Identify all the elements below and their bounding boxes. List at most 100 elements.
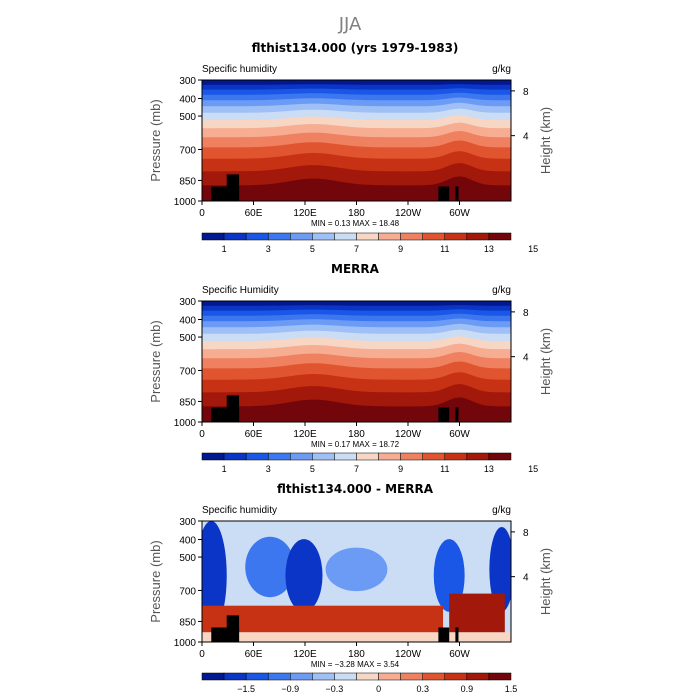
x-tick-label: 0 (199, 429, 205, 440)
min-max-stats: MIN = 0.17 MAX = 18.72 (311, 440, 400, 449)
units-label: g/kg (492, 64, 511, 75)
colorbar-label: 13 (484, 244, 494, 254)
colorbar-label: −1.5 (237, 684, 255, 694)
colorbar-swatch (488, 232, 512, 241)
heatmap-field (202, 80, 511, 201)
x-tick-label: 120E (293, 208, 317, 219)
x-tick-label: 180 (348, 208, 365, 219)
y-right-axis-label: Height (km) (538, 107, 553, 174)
x-tick-label: 0 (199, 208, 205, 219)
field-band (202, 397, 511, 422)
terrain-mask (438, 627, 450, 642)
colorbar-swatch (290, 232, 313, 241)
colorbar-swatch (422, 672, 446, 681)
colorbar-swatch (466, 232, 490, 241)
colorbar-swatch (201, 672, 225, 681)
colorbar-swatch (290, 672, 313, 681)
y-tick-label: 1000 (174, 418, 197, 429)
terrain-mask (226, 615, 240, 642)
colorbar-swatch (245, 452, 269, 461)
x-tick-label: 120E (293, 429, 317, 440)
colorbar-label: 3 (266, 464, 271, 474)
colorbar-label: 0 (376, 684, 381, 694)
colorbar-label: 7 (354, 464, 359, 474)
colorbar-swatch (378, 232, 401, 241)
colorbar-swatch (267, 452, 291, 461)
colorbar-swatch (400, 452, 423, 461)
field-band (202, 605, 444, 633)
terrain-mask (455, 407, 459, 422)
x-tick-label: 120W (395, 649, 422, 660)
y-tick-label: 500 (179, 553, 196, 564)
y-tick-label: 850 (179, 176, 196, 187)
colorbar-swatch (466, 672, 490, 681)
variable-label: Specific humidity (202, 505, 277, 516)
colorbar-label: 5 (310, 244, 315, 254)
y-tick-label: 850 (179, 617, 196, 628)
y-tick-label: 1000 (174, 197, 197, 208)
x-tick-label: 60W (449, 208, 470, 219)
colorbar-label: 0.3 (416, 684, 429, 694)
y-right-tick-label: 8 (523, 308, 529, 319)
units-label: g/kg (492, 285, 511, 296)
min-max-stats: MIN = 0.13 MAX = 18.48 (311, 219, 400, 228)
variable-label: Specific humidity (202, 64, 277, 75)
colorbar-label: 11 (440, 244, 449, 254)
colorbar-swatch (290, 452, 313, 461)
y-right-tick-label: 4 (523, 573, 529, 584)
y-tick-label: 400 (179, 316, 196, 327)
colorbar-swatch (312, 452, 335, 461)
y-axis-label: Pressure (mb) (148, 99, 163, 181)
colorbar-swatch (267, 672, 291, 681)
x-tick-label: 60W (449, 429, 470, 440)
colorbar-swatch (378, 452, 401, 461)
variable-label: Specific Humidity (202, 285, 279, 296)
colorbar-swatch (223, 452, 247, 461)
terrain-mask (226, 174, 240, 201)
panels: flthist134.000 (yrs 1979-1983) Specific h… (148, 41, 553, 694)
field-band (202, 632, 511, 642)
field-band (285, 539, 323, 612)
colorbar-swatch (400, 232, 423, 241)
y-tick-label: 700 (179, 366, 196, 377)
y-right-axis-label: Height (km) (538, 548, 553, 615)
field-band (202, 176, 511, 201)
colorbar-swatch (223, 672, 247, 681)
y-tick-label: 300 (179, 297, 196, 308)
colorbar-swatch (422, 452, 446, 461)
field-band (245, 536, 295, 598)
colorbar-swatch (245, 672, 269, 681)
y-right-tick-label: 8 (523, 87, 529, 98)
figure-title: JJA (338, 14, 362, 35)
terrain-mask (455, 186, 459, 201)
x-tick-label: 60E (245, 429, 263, 440)
y-right-tick-label: 4 (523, 132, 529, 143)
terrain-mask (455, 627, 459, 642)
colorbar-label: 7 (354, 244, 359, 254)
panel-title: flthist134.000 (yrs 1979-1983) (252, 41, 459, 55)
x-tick-label: 60W (449, 649, 470, 660)
heatmap-field (202, 301, 511, 422)
colorbar-label: 9 (398, 244, 403, 254)
panel-1: flthist134.000 (yrs 1979-1983) Specific h… (148, 41, 553, 254)
terrain-mask (438, 407, 450, 422)
colorbar-swatch (422, 232, 446, 241)
y-tick-label: 300 (179, 517, 196, 528)
panel-title: flthist134.000 - MERRA (277, 482, 434, 496)
colorbar-swatch (488, 452, 512, 461)
colorbar-swatch (201, 452, 225, 461)
colorbar-swatch (334, 672, 357, 681)
colorbar-swatch (312, 232, 335, 241)
colorbar-swatch (223, 232, 247, 241)
colorbar-label: 15 (528, 244, 538, 254)
units-label: g/kg (492, 505, 511, 516)
y-tick-label: 500 (179, 333, 196, 344)
colorbar-swatch (334, 232, 357, 241)
colorbar-swatch (356, 452, 379, 461)
y-axis-label: Pressure (mb) (148, 540, 163, 622)
y-tick-label: 1000 (174, 638, 197, 649)
colorbar-label: 1 (222, 244, 227, 254)
panel-title: MERRA (331, 262, 380, 276)
